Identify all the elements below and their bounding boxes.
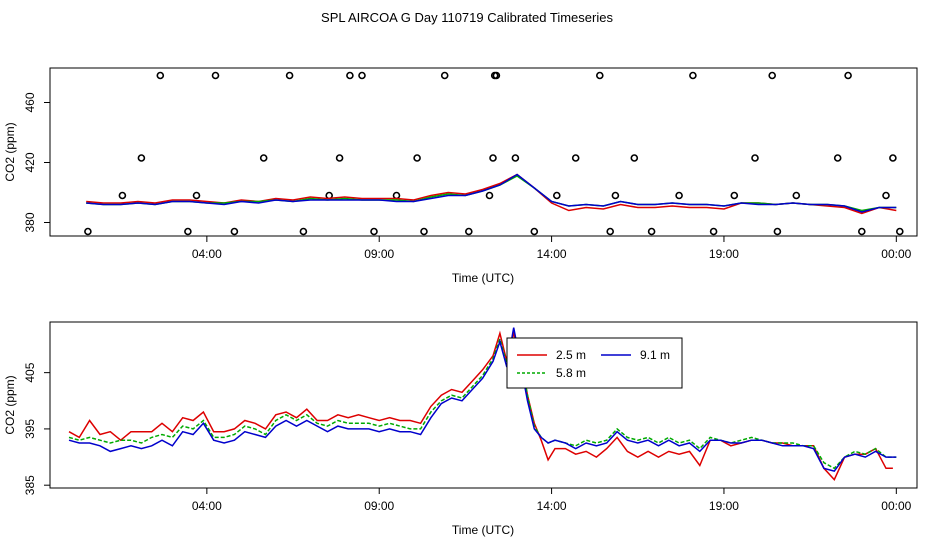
top-x-tick-label-3: 14:00 bbox=[537, 247, 567, 261]
reference-marker bbox=[709, 227, 718, 236]
bottom-x-tick-label-2: 09:00 bbox=[364, 499, 394, 513]
bottom-y-tick-label-1: 385 bbox=[23, 475, 37, 495]
reference-marker bbox=[192, 191, 201, 200]
reference-marker bbox=[511, 154, 520, 162]
bottom-line-2.5m bbox=[68, 330, 893, 481]
top-panel: 04:00 09:00 14:00 19:00 00:00 380 420 46… bbox=[3, 67, 918, 285]
reference-marker bbox=[413, 154, 421, 162]
bottom-panel: 04:00 09:00 14:00 19:00 00:00 385 395 40… bbox=[3, 321, 918, 537]
top-x-tick-label-1: 04:00 bbox=[192, 247, 222, 261]
reference-marker bbox=[530, 227, 539, 236]
reference-marker bbox=[889, 154, 897, 162]
top-x-ticks bbox=[206, 236, 897, 242]
top-markers bbox=[84, 71, 904, 236]
reference-marker bbox=[833, 154, 842, 162]
bottom-y-ticks bbox=[44, 372, 50, 486]
reference-marker bbox=[230, 227, 239, 236]
reference-marker bbox=[285, 71, 294, 80]
reference-marker bbox=[689, 71, 697, 80]
bottom-y-axis-label: CO2 (ppm) bbox=[3, 375, 17, 434]
reference-marker bbox=[259, 154, 268, 162]
reference-marker bbox=[675, 191, 683, 200]
top-x-tick-label-2: 09:00 bbox=[364, 247, 394, 261]
bottom-x-tick-label-3: 14:00 bbox=[537, 499, 567, 513]
reference-marker bbox=[489, 154, 497, 162]
bottom-lines bbox=[68, 327, 897, 481]
reference-marker bbox=[211, 71, 220, 80]
top-y-tick-label-3: 460 bbox=[23, 92, 37, 112]
reference-marker bbox=[492, 71, 501, 80]
legend-label-5.8m: 5.8 m bbox=[556, 366, 586, 380]
reference-marker bbox=[358, 71, 366, 80]
legend: 2.5 m 9.1 m 5.8 m bbox=[506, 337, 683, 389]
bottom-y-tick-label-3: 405 bbox=[23, 362, 37, 382]
legend-box bbox=[506, 337, 683, 389]
top-y-tick-label-2: 420 bbox=[23, 152, 37, 172]
reference-marker bbox=[647, 227, 656, 236]
reference-marker bbox=[630, 154, 639, 162]
reference-marker bbox=[857, 227, 866, 236]
reference-marker bbox=[392, 191, 401, 200]
reference-marker bbox=[137, 154, 146, 162]
legend-label-9.1m: 9.1 m bbox=[640, 348, 670, 362]
bottom-x-tick-label-1: 04:00 bbox=[192, 499, 222, 513]
bottom-y-tick-labels: 385 395 405 bbox=[23, 362, 37, 495]
reference-marker bbox=[730, 191, 739, 200]
top-y-axis-label: CO2 (ppm) bbox=[3, 122, 17, 181]
top-line-9.1m bbox=[86, 173, 897, 213]
reference-marker bbox=[571, 154, 580, 162]
reference-marker bbox=[792, 191, 801, 200]
reference-marker bbox=[184, 227, 192, 236]
reference-marker bbox=[156, 71, 165, 80]
bottom-y-tick-label-2: 395 bbox=[23, 419, 37, 439]
legend-label-2.5m: 2.5 m bbox=[556, 348, 586, 362]
bottom-x-ticks bbox=[206, 488, 897, 494]
reference-marker bbox=[84, 227, 92, 236]
bottom-x-tick-label-4: 19:00 bbox=[709, 499, 739, 513]
reference-marker bbox=[773, 227, 782, 236]
reference-marker bbox=[346, 71, 354, 80]
top-x-tick-label-4: 19:00 bbox=[709, 247, 739, 261]
reference-marker bbox=[768, 71, 777, 80]
reference-marker bbox=[595, 71, 604, 80]
bottom-x-axis-label: Time (UTC) bbox=[452, 523, 514, 537]
reference-marker bbox=[751, 154, 759, 162]
top-lines bbox=[86, 173, 897, 215]
reference-marker bbox=[370, 227, 378, 236]
bottom-x-tick-labels: 04:00 09:00 14:00 19:00 00:00 bbox=[192, 499, 912, 513]
top-y-tick-labels: 380 420 460 bbox=[23, 92, 37, 232]
bottom-line-5.8m bbox=[68, 336, 897, 470]
reference-marker bbox=[335, 154, 344, 162]
reference-marker bbox=[882, 191, 890, 200]
reference-marker bbox=[464, 227, 473, 236]
reference-marker bbox=[118, 191, 127, 200]
bottom-line-9.1m bbox=[68, 327, 897, 472]
bottom-plot-frame bbox=[49, 321, 918, 489]
reference-marker bbox=[844, 71, 852, 80]
reference-marker bbox=[611, 191, 620, 200]
reference-marker bbox=[420, 227, 428, 236]
reference-marker bbox=[485, 191, 494, 200]
reference-marker bbox=[299, 227, 308, 236]
top-y-tick-label-1: 380 bbox=[23, 212, 37, 232]
chart-title: SPL AIRCOA G Day 110719 Calibrated Times… bbox=[321, 10, 613, 25]
bottom-x-tick-label-5: 00:00 bbox=[881, 499, 911, 513]
reference-marker bbox=[606, 227, 615, 236]
top-y-ticks bbox=[44, 102, 50, 223]
top-plot-frame bbox=[49, 67, 918, 237]
reference-marker bbox=[895, 227, 904, 236]
top-x-tick-labels: 04:00 09:00 14:00 19:00 00:00 bbox=[192, 247, 912, 261]
reference-marker bbox=[440, 71, 449, 80]
top-x-axis-label: Time (UTC) bbox=[452, 271, 514, 285]
top-x-tick-label-5: 00:00 bbox=[881, 247, 911, 261]
reference-marker bbox=[552, 191, 561, 200]
